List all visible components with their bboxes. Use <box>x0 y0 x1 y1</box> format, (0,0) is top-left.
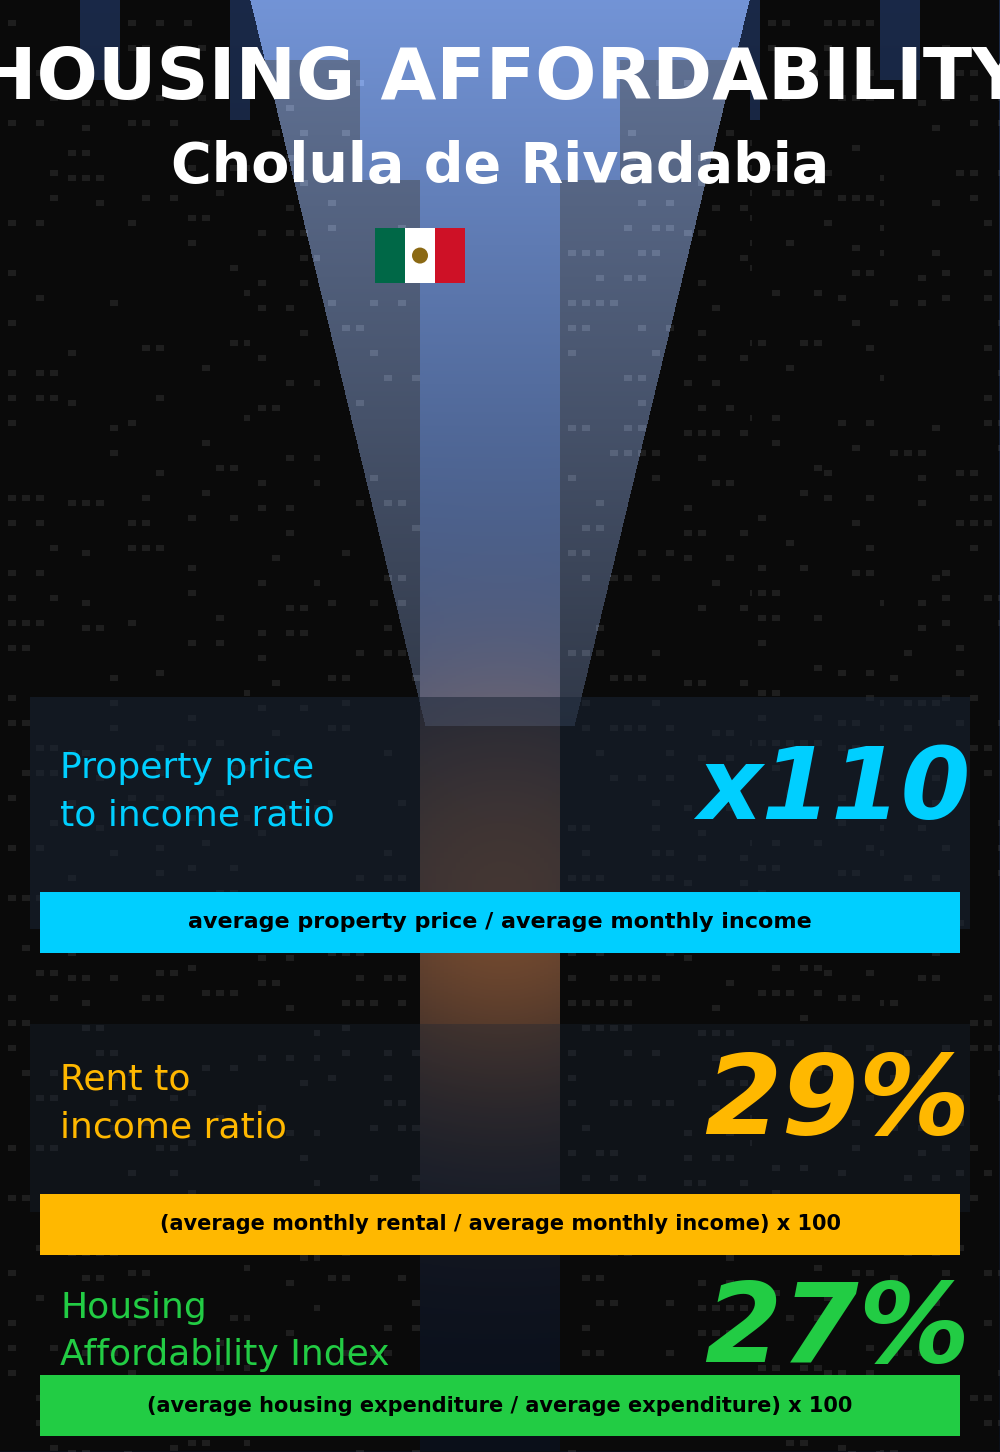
Text: Cholula de Rivadabia: Cholula de Rivadabia <box>171 139 829 195</box>
Text: HOUSING AFFORDABILITY: HOUSING AFFORDABILITY <box>0 45 1000 115</box>
Bar <box>30 697 970 929</box>
Text: (average monthly rental / average monthly income) x 100: (average monthly rental / average monthl… <box>160 1214 840 1234</box>
Text: Property price
to income ratio: Property price to income ratio <box>60 751 335 832</box>
Bar <box>40 1194 960 1255</box>
Bar <box>40 892 960 953</box>
Circle shape <box>412 247 428 264</box>
Bar <box>40 1375 960 1436</box>
Bar <box>30 1024 970 1212</box>
Text: average property price / average monthly income: average property price / average monthly… <box>188 912 812 932</box>
Text: Housing
Affordability Index: Housing Affordability Index <box>60 1291 390 1372</box>
Bar <box>405 228 435 283</box>
Text: Rent to
income ratio: Rent to income ratio <box>60 1063 287 1144</box>
Bar <box>375 228 405 283</box>
Text: (average housing expenditure / average expenditure) x 100: (average housing expenditure / average e… <box>147 1395 853 1416</box>
Text: 29%: 29% <box>704 1050 970 1157</box>
Text: 27%: 27% <box>704 1278 970 1385</box>
Bar <box>435 228 465 283</box>
Text: x110: x110 <box>697 743 970 839</box>
